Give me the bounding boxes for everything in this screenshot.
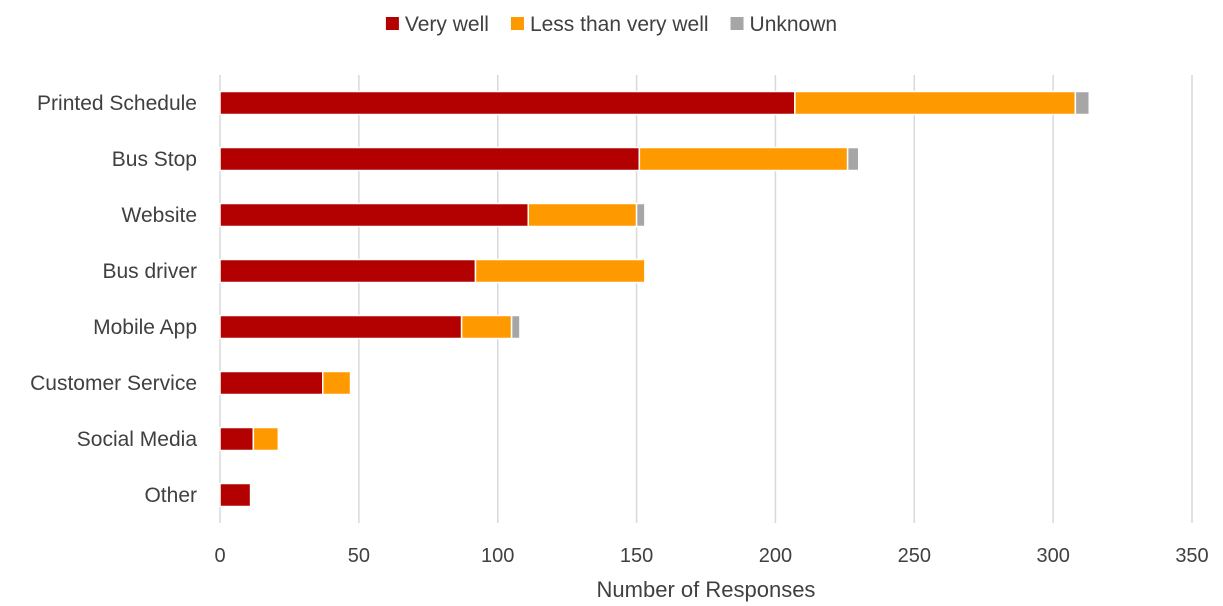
category-label: Mobile App: [93, 316, 197, 339]
legend: Very well Less than very well Unknown: [385, 13, 838, 36]
bar-segment-1-2: [527, 202, 638, 228]
category-label: Customer Service: [30, 372, 197, 395]
legend-label-0: Very well: [405, 13, 489, 36]
legend-label-1: Less than very well: [530, 13, 709, 36]
legend-label-2: Unknown: [750, 13, 838, 36]
bar-segment-0-5: [219, 370, 324, 396]
bar-segment-0-4: [219, 314, 463, 340]
category-label: Printed Schedule: [37, 92, 197, 115]
bars: [219, 90, 1090, 508]
x-tick-label: 350: [1175, 545, 1208, 567]
bar-segment-0-1: [219, 146, 641, 172]
legend-swatch-1: [510, 17, 524, 30]
bar-segment-0-3: [219, 258, 477, 284]
bar-segment-1-1: [638, 146, 849, 172]
x-tick-label: 50: [348, 545, 370, 567]
x-tick-label: 300: [1036, 545, 1069, 567]
bar-segment-2-2: [635, 202, 646, 228]
x-tick-label: 0: [214, 545, 225, 567]
category-label: Bus Stop: [112, 148, 197, 171]
x-axis-title: Number of Responses: [597, 577, 816, 602]
legend-swatch-2: [730, 17, 744, 30]
x-tick-label: 150: [620, 545, 653, 567]
bar-segment-1-0: [794, 90, 1077, 116]
bar-segment-0-0: [219, 90, 796, 116]
bar-segment-1-3: [474, 258, 646, 284]
bar-segment-0-6: [219, 426, 255, 452]
bar-segment-2-4: [510, 314, 521, 340]
bar-segment-0-7: [219, 482, 252, 508]
category-label: Other: [144, 484, 197, 507]
category-label: Website: [122, 204, 197, 227]
bar-segment-1-4: [460, 314, 513, 340]
category-labels: Printed Schedule Bus Stop Website Bus drive…: [30, 92, 197, 507]
x-tick-label: 250: [898, 545, 931, 567]
x-tick-label: 100: [481, 545, 514, 567]
x-tick-labels: 0 50 100 150 200 250 300 350: [214, 545, 1208, 567]
category-label: Social Media: [77, 428, 198, 451]
gridlines: [219, 75, 1193, 523]
bar-segment-2-0: [1074, 90, 1090, 116]
bar-segment-0-2: [219, 202, 530, 228]
x-tick-label: 200: [759, 545, 792, 567]
bar-segment-2-1: [846, 146, 860, 172]
bar-segment-1-5: [322, 370, 352, 396]
legend-swatch-0: [385, 17, 399, 30]
category-label: Bus driver: [102, 260, 197, 283]
bar-segment-1-6: [252, 426, 280, 452]
